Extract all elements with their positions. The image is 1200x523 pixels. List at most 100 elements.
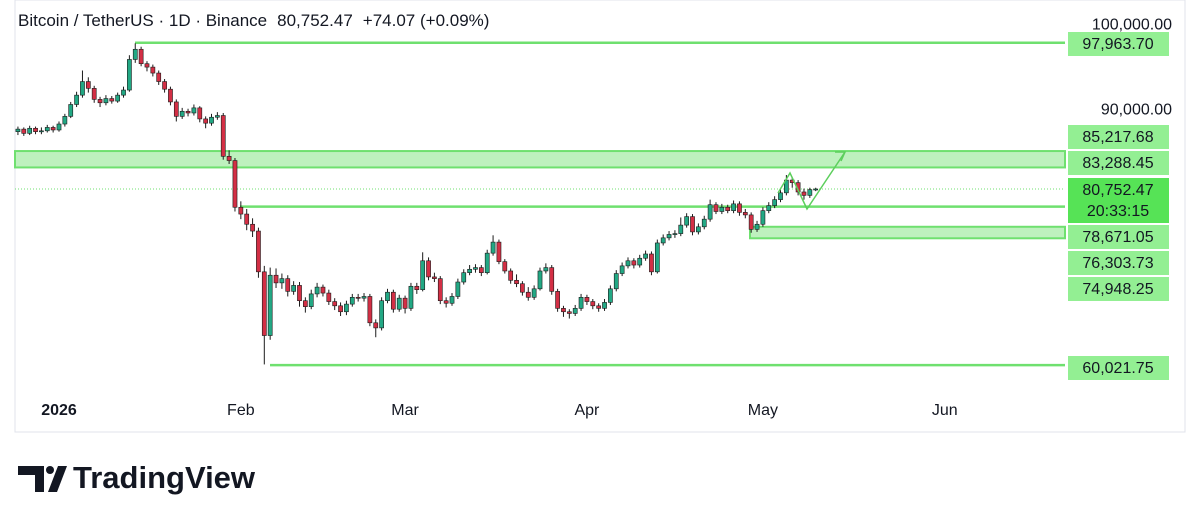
candle-body	[185, 110, 191, 114]
candle-body	[713, 204, 719, 212]
price-label: 83,288.45	[1082, 155, 1153, 172]
candle-body	[91, 88, 97, 100]
candle-body	[737, 203, 742, 213]
candle-body	[760, 210, 766, 225]
price-label: 60,021.75	[1082, 360, 1153, 377]
candle-body	[314, 286, 320, 295]
candle-body	[103, 98, 109, 104]
price-label: 85,217.68	[1082, 129, 1153, 146]
price-label-box	[1068, 32, 1169, 56]
candle-body	[285, 278, 291, 292]
candle-body	[367, 296, 373, 324]
candle-body	[244, 213, 250, 225]
candle-body	[250, 223, 255, 232]
candle-body	[15, 128, 21, 132]
candle-body	[209, 116, 214, 124]
candle-body	[502, 261, 508, 272]
candle-body	[742, 212, 748, 216]
x-tick-label: Apr	[574, 402, 600, 419]
y-tick-label: 90,000.00	[1101, 102, 1172, 119]
x-tick-label: May	[748, 402, 778, 419]
candle-body	[596, 305, 602, 309]
candle-body	[602, 302, 607, 309]
candle-body	[256, 230, 261, 273]
candle-body	[21, 128, 27, 134]
candle-body	[320, 286, 326, 294]
candle-body	[748, 214, 754, 230]
candle-body	[85, 81, 91, 89]
candle-body	[273, 274, 279, 284]
candle-body	[637, 257, 643, 266]
candle-body	[432, 276, 437, 279]
candle-body	[672, 233, 678, 235]
candle-body	[625, 260, 631, 267]
candle-body	[619, 265, 625, 274]
candle-body	[631, 260, 637, 266]
candle-body	[162, 81, 167, 90]
candle-body	[291, 285, 296, 292]
candle-body	[50, 127, 56, 131]
candle-body	[27, 127, 33, 134]
candle-body	[168, 88, 173, 103]
candle-body	[338, 305, 343, 313]
candle-body	[467, 268, 472, 273]
price-label: 97,963.70	[1082, 36, 1153, 53]
candle-body	[173, 101, 179, 117]
candle-body	[156, 72, 162, 82]
candle-body	[303, 300, 308, 307]
candle-body	[109, 98, 115, 102]
brand-name: TradingView	[73, 460, 256, 495]
candle-body	[332, 301, 338, 307]
candle-body	[56, 123, 62, 131]
candle-body	[725, 206, 731, 211]
header: Bitcoin / TetherUS · 1D · Binance 80,752.…	[18, 11, 489, 30]
candle-body	[361, 296, 367, 299]
candle-body	[537, 270, 543, 290]
candle-body	[525, 291, 531, 298]
candle-body	[97, 99, 103, 104]
price-label-box	[1068, 277, 1169, 301]
candle-body	[584, 297, 590, 302]
last-price: 80,752.47	[277, 11, 353, 30]
candle-body	[437, 278, 443, 302]
candle-body	[684, 216, 690, 226]
candle-body	[326, 292, 332, 302]
candle-body	[473, 267, 478, 270]
price-change: +74.07 (+0.09%)	[363, 11, 490, 30]
candle-body	[731, 203, 736, 211]
candle-body	[772, 199, 777, 206]
candle-body	[420, 260, 426, 290]
candle-body	[455, 281, 461, 297]
candle-body	[496, 241, 502, 262]
candle-body	[39, 130, 44, 133]
candle-body	[590, 301, 596, 307]
candle-body	[44, 127, 50, 132]
candle-body	[62, 116, 68, 125]
candle-body	[232, 160, 238, 208]
y-tick-label: 100,000.00	[1092, 17, 1172, 34]
candle-body	[197, 107, 203, 120]
candle-body	[414, 285, 420, 290]
candle-body	[561, 308, 566, 313]
candle-body	[578, 297, 584, 309]
candle-body	[68, 104, 74, 117]
countdown: 20:33:15	[1087, 203, 1149, 220]
candle-body	[678, 224, 684, 234]
candle-body	[508, 270, 514, 281]
arrow-head	[835, 151, 847, 162]
candle-body	[220, 115, 226, 157]
candle-body	[279, 278, 285, 284]
candle-body	[449, 296, 455, 304]
candle-body	[308, 293, 314, 307]
candle-body	[660, 237, 666, 244]
candle-body	[543, 267, 549, 272]
candle-body	[778, 192, 783, 200]
x-tick-label: 2026	[41, 402, 77, 419]
logo-icon	[18, 466, 44, 492]
x-tick-label: Feb	[227, 402, 255, 419]
candle-body	[191, 107, 197, 114]
x-tick-label: Jun	[932, 402, 958, 419]
candle-body	[390, 291, 396, 310]
price-label-box	[1068, 151, 1169, 175]
candle-body	[344, 303, 349, 313]
